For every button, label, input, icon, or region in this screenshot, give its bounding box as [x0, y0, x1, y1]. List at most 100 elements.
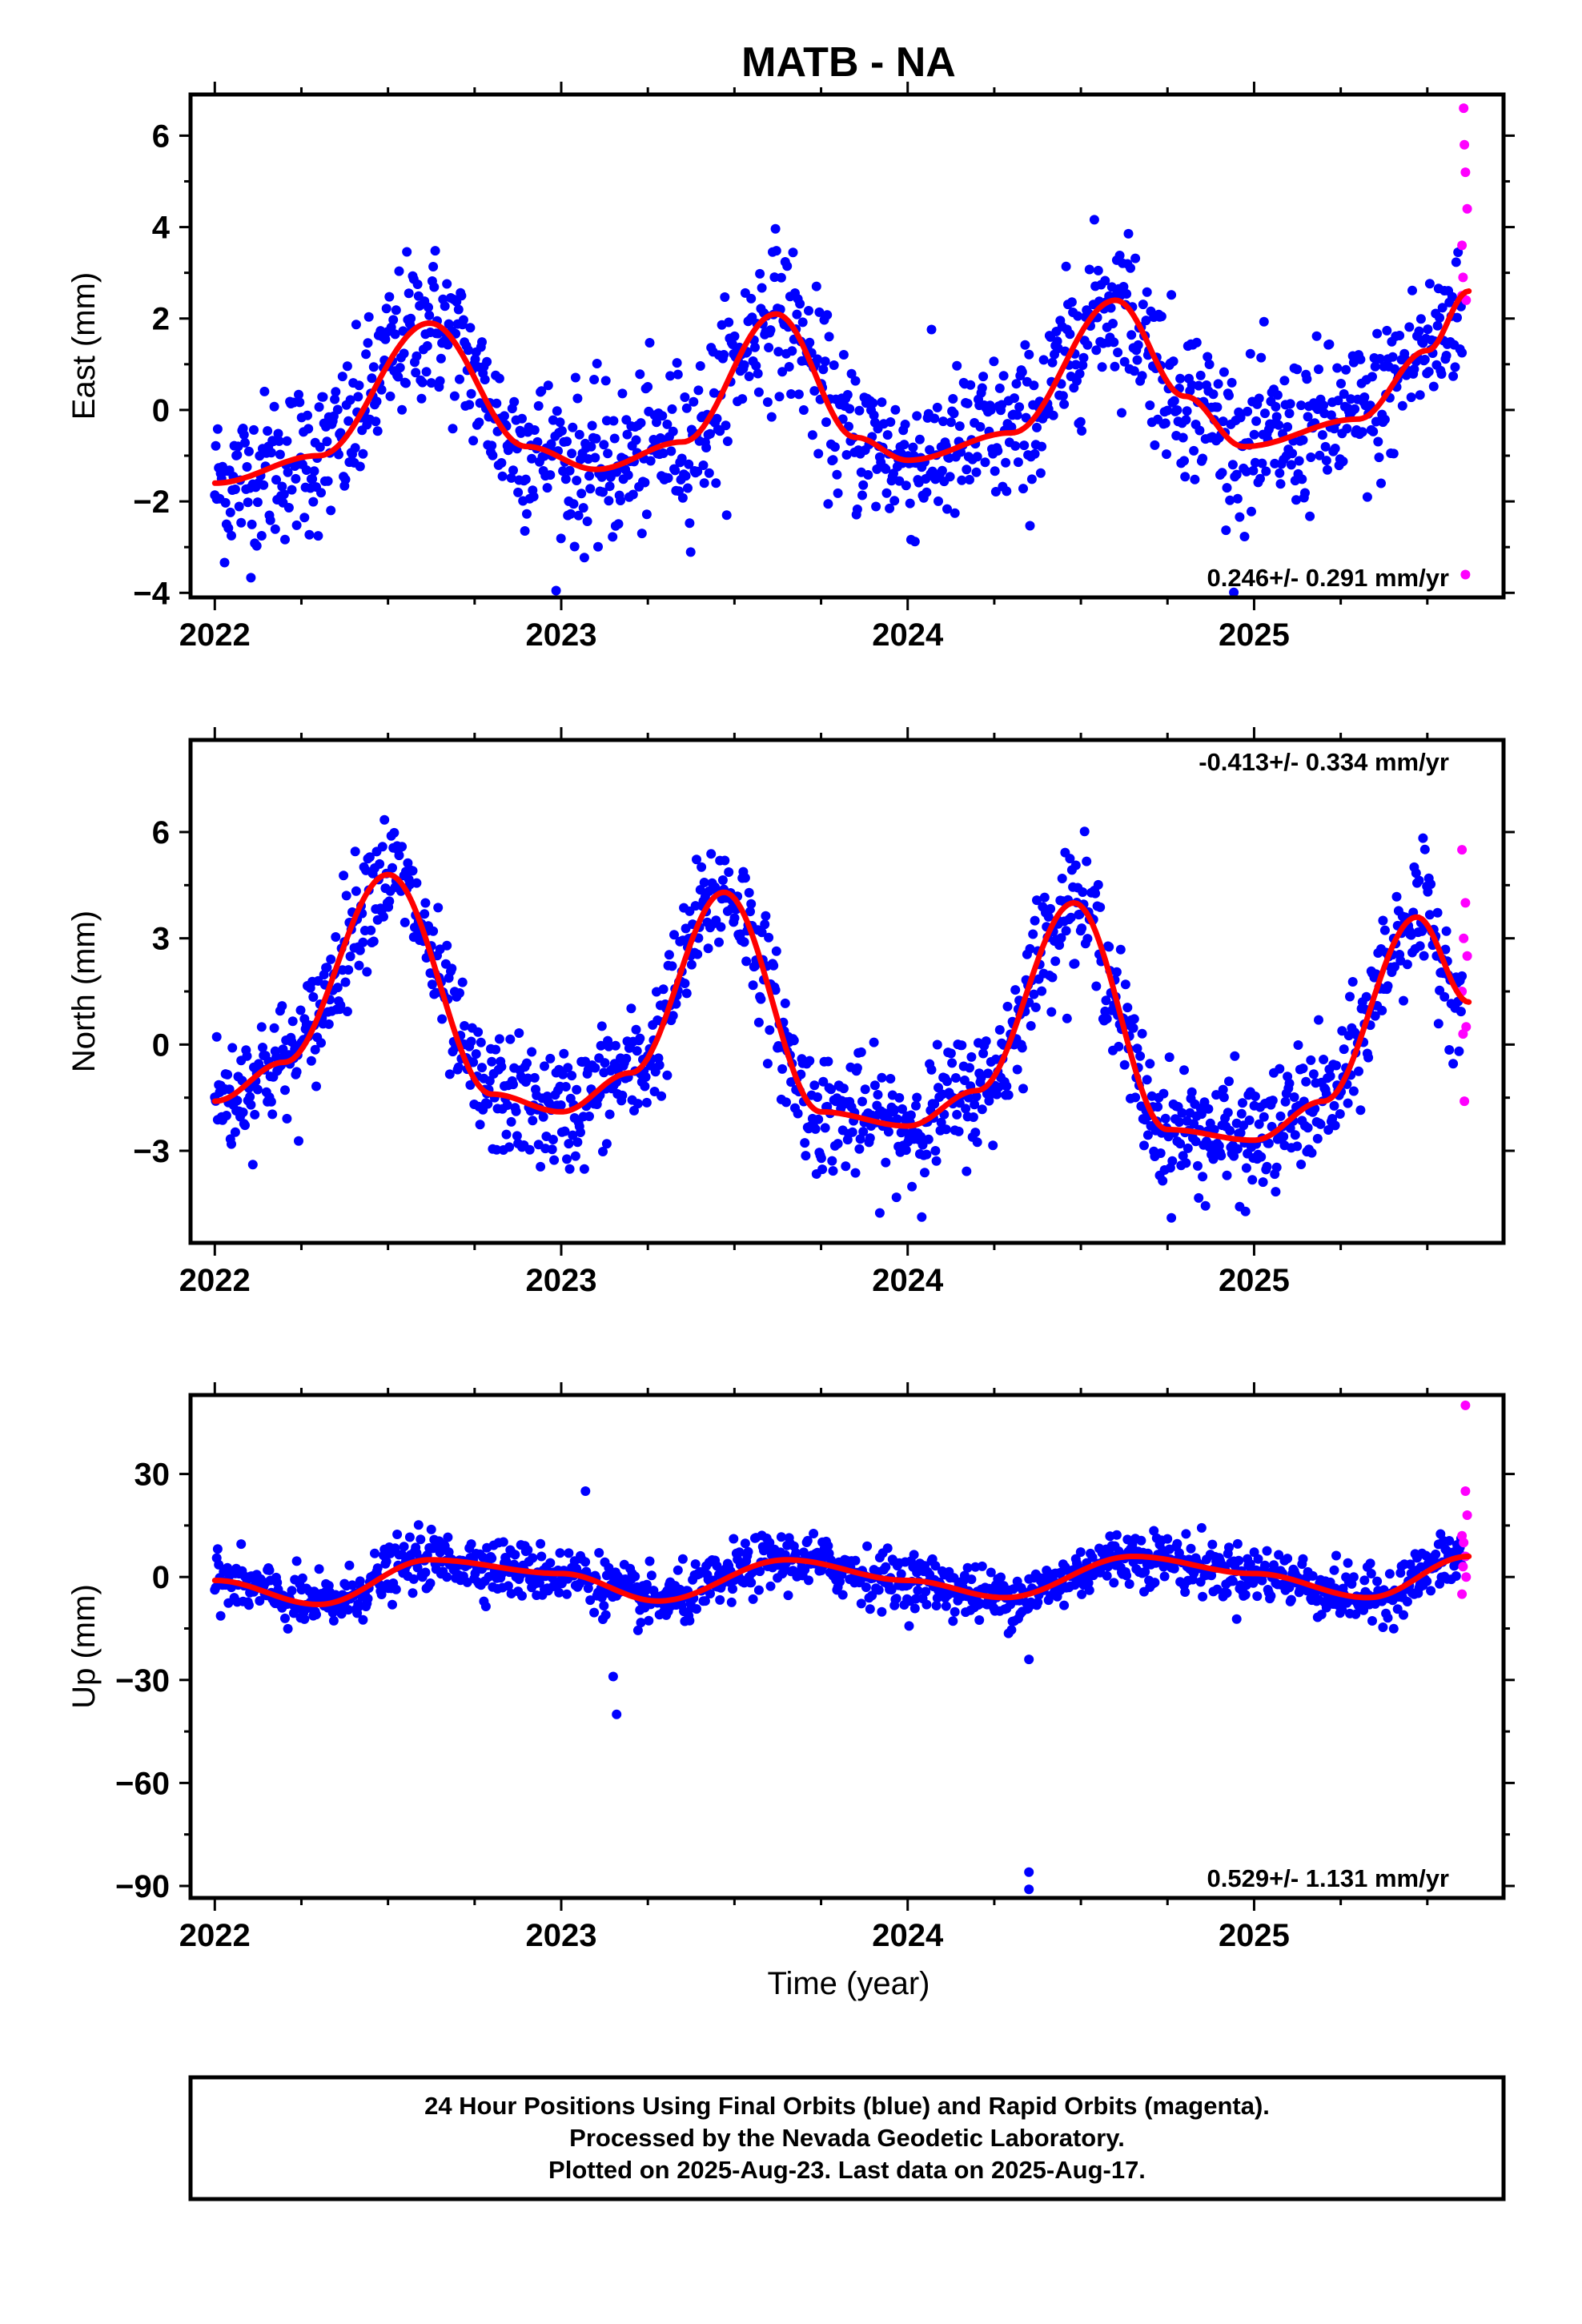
final-orbit-point: [341, 891, 351, 901]
final-orbit-point: [309, 466, 319, 476]
final-orbit-point: [412, 279, 423, 289]
final-orbit-point: [1111, 1530, 1122, 1540]
final-orbit-point: [417, 377, 428, 388]
final-orbit-point: [430, 246, 440, 256]
final-orbit-point: [703, 943, 713, 954]
y-tick-label: 2: [152, 302, 170, 337]
final-orbit-point: [527, 1047, 537, 1057]
final-orbit-point: [1345, 991, 1355, 1002]
final-orbit-point: [1126, 263, 1135, 273]
final-orbit-point: [212, 424, 223, 434]
final-orbit-point: [436, 353, 446, 364]
final-orbit-point: [477, 1063, 487, 1073]
final-orbit-point: [1028, 929, 1038, 939]
final-orbit-point: [1402, 1597, 1412, 1606]
final-orbit-point: [545, 1053, 556, 1063]
final-orbit-point: [699, 478, 709, 489]
east-rate-text: 0.246+/- 0.291 mm/yr: [1207, 564, 1449, 592]
final-orbit-point: [846, 368, 857, 379]
final-orbit-point: [1129, 1014, 1139, 1024]
final-orbit-point: [562, 1154, 572, 1164]
final-orbit-point: [1405, 1559, 1415, 1570]
final-orbit-point: [685, 547, 696, 557]
final-orbit-point: [1279, 376, 1290, 386]
final-orbit-point: [892, 1114, 902, 1124]
final-orbit-point: [946, 1048, 956, 1059]
final-orbit-point: [522, 509, 532, 519]
final-orbit-point: [533, 400, 544, 411]
final-orbit-point: [1179, 1065, 1189, 1076]
final-orbit-point: [1006, 422, 1017, 432]
final-orbit-point: [1244, 1115, 1255, 1125]
final-orbit-point: [1326, 410, 1336, 420]
final-orbit-point: [672, 358, 682, 368]
final-orbit-point: [1057, 874, 1067, 883]
final-orbit-point: [640, 477, 650, 488]
final-orbit-point: [308, 497, 319, 507]
final-orbit-point: [1245, 348, 1255, 359]
final-orbit-point: [424, 310, 435, 320]
x-axis-label: Time (year): [768, 1966, 930, 2001]
final-orbit-point: [934, 496, 943, 506]
caption-box: 24 Hour Positions Using Final Orbits (bl…: [188, 2075, 1506, 2201]
north-points: [210, 814, 1472, 1223]
final-orbit-point: [930, 413, 940, 424]
final-orbit-point: [314, 1564, 324, 1574]
final-orbit-point: [771, 946, 781, 956]
final-orbit-point: [1213, 379, 1223, 389]
up-fit-line: [211, 1554, 1472, 1607]
final-orbit-point: [936, 1117, 946, 1128]
final-orbit-point: [234, 501, 244, 512]
final-orbit-point: [1379, 925, 1390, 935]
y-tick-label: −30: [115, 1663, 170, 1699]
final-orbit-point: [1267, 1121, 1277, 1132]
final-orbit-point: [1382, 325, 1392, 336]
final-orbit-point: [1159, 1571, 1170, 1582]
final-orbit-point: [852, 1063, 862, 1073]
final-orbit-point: [249, 424, 259, 435]
final-orbit-point: [1402, 959, 1412, 970]
final-orbit-point: [367, 373, 377, 384]
final-orbit-point: [453, 304, 464, 315]
final-orbit-point: [1355, 354, 1366, 364]
final-orbit-point: [368, 936, 379, 947]
final-orbit-point: [223, 523, 234, 533]
final-orbit-point: [252, 1084, 263, 1095]
final-orbit-point: [1259, 316, 1269, 327]
final-orbit-point: [236, 1539, 247, 1550]
final-orbit-point: [1141, 316, 1151, 326]
final-orbit-point: [644, 338, 655, 348]
final-orbit-point: [954, 421, 965, 432]
final-orbit-point: [666, 446, 677, 456]
final-orbit-point: [800, 1565, 810, 1575]
final-orbit-point: [259, 480, 269, 490]
final-orbit-point: [1323, 1125, 1334, 1135]
final-orbit-point: [621, 1053, 632, 1063]
final-orbit-point: [797, 317, 808, 328]
final-orbit-point: [556, 1100, 566, 1110]
final-orbit-point: [512, 1131, 522, 1141]
final-orbit-point: [585, 1595, 596, 1606]
final-orbit-point: [681, 403, 692, 413]
final-orbit-point: [1101, 995, 1111, 1006]
final-orbit-point: [1339, 389, 1349, 399]
final-orbit-point: [375, 858, 385, 869]
final-orbit-point: [323, 476, 333, 486]
final-orbit-point: [986, 1567, 996, 1578]
final-orbit-point: [977, 1561, 987, 1571]
rapid-orbit-point: [1460, 167, 1471, 178]
final-orbit-point: [1130, 1092, 1141, 1103]
final-orbit-point: [994, 1025, 1005, 1035]
final-orbit-point: [1102, 1570, 1112, 1581]
final-orbit-point: [287, 1037, 297, 1047]
final-orbit-point: [1048, 410, 1058, 420]
final-orbit-point: [448, 424, 458, 434]
final-orbit-point: [636, 418, 646, 428]
final-orbit-point: [1203, 1104, 1214, 1114]
final-orbit-point: [1271, 412, 1282, 422]
final-orbit-point: [729, 331, 740, 341]
final-orbit-point: [921, 487, 932, 497]
final-orbit-point: [271, 475, 281, 485]
final-orbit-point: [1339, 1044, 1349, 1055]
final-orbit-point: [931, 1156, 942, 1166]
